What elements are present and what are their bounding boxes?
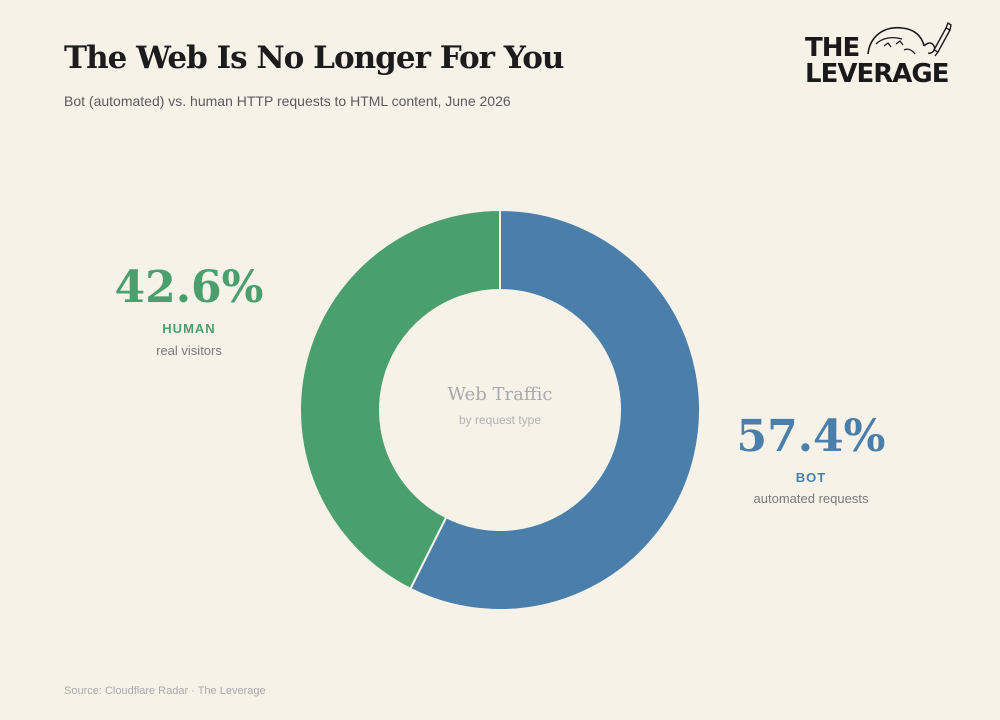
source-note: Source: Cloudflare Radar · The Leverage — [64, 685, 266, 697]
donut-center-subtitle: by request type — [458, 413, 542, 427]
donut-center-title: Web Traffic — [447, 384, 553, 405]
brand-name-line2: LEVERAGE — [805, 59, 949, 89]
human-category-label: HUMAN — [162, 321, 216, 336]
brand-logo: THE LEVERAGE — [800, 16, 960, 96]
page-title: The Web Is No Longer For You — [64, 40, 564, 76]
donut-slice-human — [299, 208, 501, 591]
bot-description-label: automated requests — [753, 491, 869, 506]
page-subtitle: Bot (automated) vs. human HTTP requests … — [64, 93, 511, 109]
bot-percent-label: 57.4% — [736, 411, 886, 462]
bot-category-label: BOT — [795, 470, 827, 485]
donut-slice-bot — [408, 208, 701, 611]
human-description-label: real visitors — [156, 343, 222, 358]
human-percent-label: 42.6% — [114, 262, 264, 313]
sketch-face-with-pen-icon — [867, 21, 952, 57]
brand-name-line1: THE — [805, 33, 860, 63]
